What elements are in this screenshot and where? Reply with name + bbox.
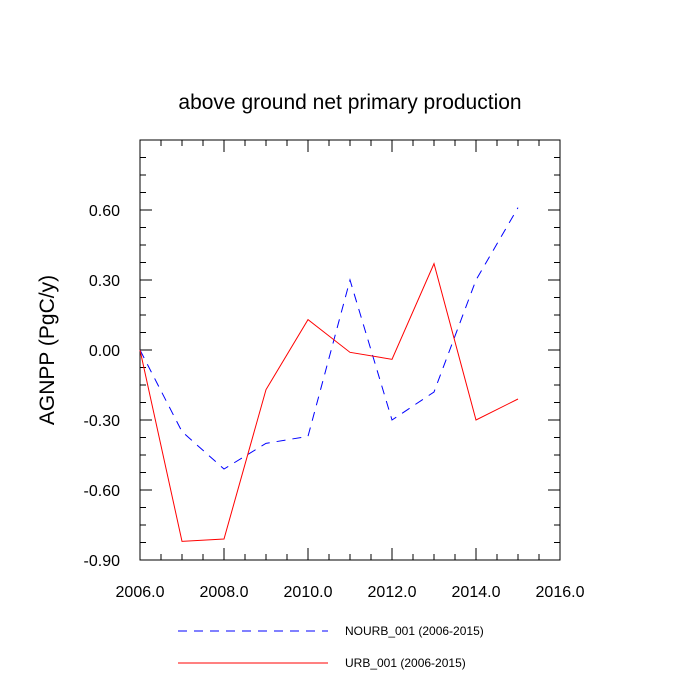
- x-tick-label: 2006.0: [116, 584, 165, 601]
- y-tick-label: 0.60: [89, 203, 120, 220]
- x-axis-ticks: 2006.0 2008.0 2010.0 2012.0 2014.0 2016.0: [116, 140, 585, 601]
- legend-label-1: NOURB_001 (2006-2015): [345, 624, 484, 638]
- chart-title: above ground net primary production: [178, 91, 521, 114]
- plot-frame: [139, 139, 561, 561]
- x-tick-label: 2010.0: [284, 584, 333, 601]
- x-tick-label: 2012.0: [368, 584, 417, 601]
- x-tick-label: 2008.0: [200, 584, 249, 601]
- series-layer: [139, 207, 519, 542]
- y-tick-label: -0.30: [84, 413, 121, 430]
- x-tick-label: 2014.0: [452, 584, 501, 601]
- y-tick-label: 0.00: [89, 343, 120, 360]
- series-line-2: [139, 262, 519, 542]
- y-tick-label: -0.90: [84, 553, 121, 570]
- y-tick-label: -0.60: [84, 483, 121, 500]
- legend: NOURB_001 (2006-2015) URB_001 (2006-2015): [178, 624, 484, 670]
- axes: [139, 139, 561, 561]
- y-tick-label: 0.30: [89, 273, 120, 290]
- legend-label-2: URB_001 (2006-2015): [345, 656, 466, 670]
- y-axis-ticks: -0.90 -0.60 -0.30 0.00 0.30 0.60: [84, 139, 560, 570]
- x-tick-label: 2016.0: [536, 584, 585, 601]
- y-axis-label: AGNPP (PgC/y): [36, 275, 59, 425]
- series-line-1: [139, 207, 519, 470]
